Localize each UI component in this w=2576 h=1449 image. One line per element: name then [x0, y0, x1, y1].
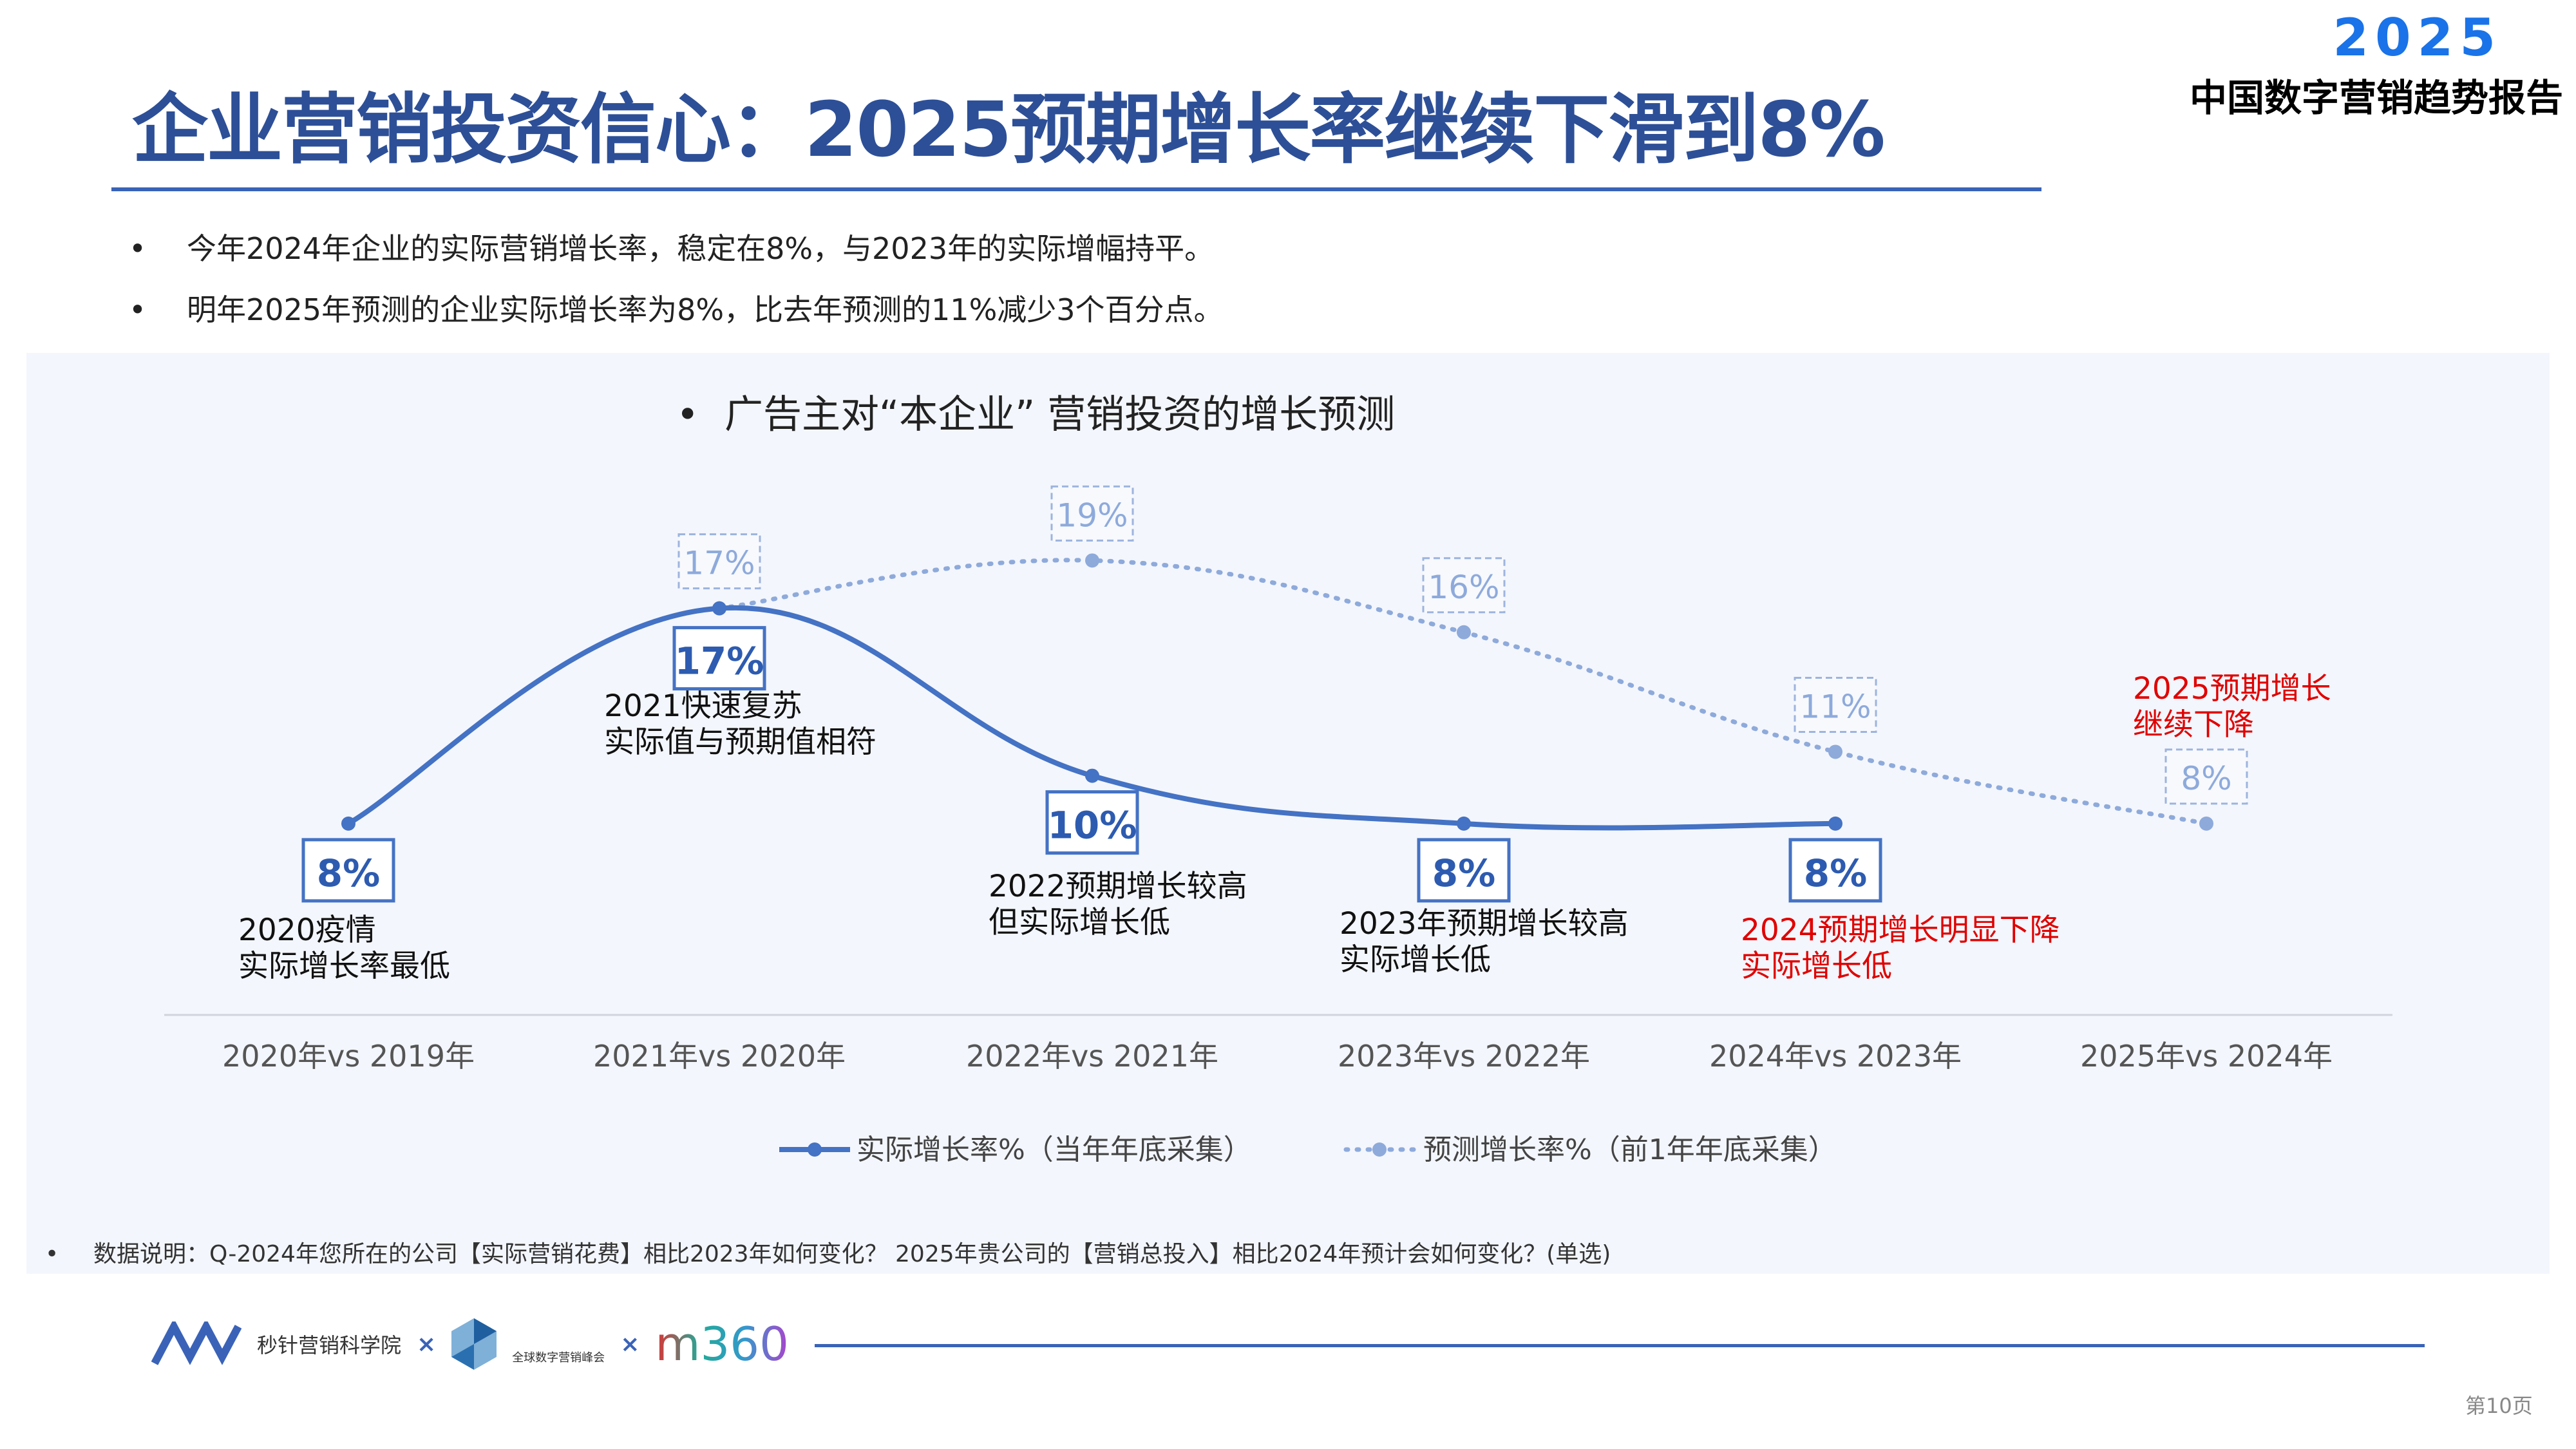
- actual-data-label: 17%: [675, 639, 764, 683]
- miaozhen-logo-icon: [151, 1321, 242, 1365]
- actual-label-box: [672, 626, 766, 691]
- logo-separator: ×: [417, 1331, 437, 1358]
- forecast-data-label: 8%: [2181, 760, 2231, 797]
- title-divider: [111, 187, 2041, 191]
- chart-subtitle: • 广告主对“本企业” 营销投资的增长预测: [676, 392, 1396, 437]
- legend-actual-marker: [808, 1142, 822, 1157]
- x-tick-label: 2021年vs 2020年: [593, 1039, 846, 1074]
- footer-divider: [815, 1344, 2425, 1347]
- x-tick-label: 2024年vs 2023年: [1709, 1039, 1962, 1074]
- forecast-label-box: [1050, 485, 1134, 542]
- chart-annotation: 实际增长低: [1340, 942, 1491, 978]
- actual-data-label: 10%: [1048, 804, 1137, 848]
- chart-annotation: 2020疫情: [238, 913, 376, 948]
- chart-annotation: 2025预期增长: [2133, 671, 2331, 706]
- x-tick-label: 2023年vs 2022年: [1338, 1039, 1590, 1074]
- chart-annotation: 实际值与预期值相符: [604, 724, 876, 760]
- forecast-point: [1457, 625, 1471, 639]
- actual-point: [1828, 816, 1842, 831]
- forecast-label-box: [2164, 748, 2248, 805]
- footnote: • 数据说明：Q-2024年您所在的公司【实际营销花费】相比2023年如何变化？ …: [45, 1241, 1611, 1267]
- footnote-text: 数据说明：Q-2024年您所在的公司【实际营销花费】相比2023年如何变化？ 2…: [93, 1241, 1611, 1267]
- logo-summit-text: 全球数字营销峰会: [512, 1351, 605, 1365]
- actual-label-box: [1788, 838, 1882, 903]
- forecast-label-box: [677, 533, 761, 590]
- logo-miaozhen-text: 秒针营销科学院: [257, 1333, 402, 1358]
- x-tick-label: 2025年vs 2024年: [2080, 1039, 2333, 1074]
- actual-point: [341, 816, 355, 831]
- x-tick-label: 2022年vs 2021年: [966, 1039, 1218, 1074]
- bullet-item: • 今年2024年企业的实际营销增长率，稳定在8%，与2023年的实际增幅持平。: [129, 231, 1215, 266]
- legend-forecast-label: 预测增长率%（前1年年底采集）: [1423, 1133, 1837, 1166]
- forecast-data-label: 16%: [1428, 569, 1499, 606]
- bullet-text: 明年2025年预测的企业实际增长率为8%，比去年预测的11%减少3个百分点。: [187, 292, 1224, 327]
- partner-logos: 秒针营销科学院 × 全球数字营销峰会 × m360: [151, 1317, 789, 1371]
- brand-name: 中国数字营销趋势报告: [2189, 76, 2563, 120]
- forecast-point: [1085, 553, 1099, 568]
- chart-annotation: 实际增长低: [1741, 949, 1892, 984]
- chart-annotation: 实际增长率最低: [238, 949, 450, 984]
- chart-annotation: 但实际增长低: [989, 905, 1170, 940]
- chart-subtitle-text: 广告主对“本企业” 营销投资的增长预测: [724, 392, 1396, 437]
- brand-year-logo: 2025: [2333, 8, 2502, 68]
- chart-annotation: 2022预期增长较高: [989, 869, 1247, 904]
- actual-data-label: 8%: [317, 851, 380, 895]
- actual-series-line: [346, 605, 1838, 831]
- actual-point: [712, 601, 726, 616]
- forecast-label-box: [1422, 557, 1506, 614]
- actual-label-box: [1045, 790, 1139, 855]
- forecast-data-label: 11%: [1799, 688, 1871, 725]
- chart-annotation: 2024预期增长明显下降: [1741, 913, 2060, 948]
- chart-annotation: 2023年预期增长较高: [1340, 906, 1629, 942]
- logo-separator: ×: [620, 1331, 640, 1358]
- m360-logo: m360: [655, 1317, 789, 1371]
- actual-data-label: 8%: [1432, 851, 1495, 895]
- page-title: 企业营销投资信心：2025预期增长率继续下滑到8%: [132, 85, 1886, 174]
- actual-point: [1085, 768, 1099, 783]
- forecast-data-label: 19%: [1056, 497, 1128, 534]
- x-tick-label: 2020年vs 2019年: [222, 1039, 475, 1074]
- forecast-data-label: 17%: [683, 545, 755, 582]
- summit-logo-icon: [451, 1318, 497, 1370]
- actual-data-label: 8%: [1804, 851, 1867, 895]
- forecast-point: [2199, 816, 2213, 831]
- chart-annotation: 2021快速复苏: [604, 688, 802, 724]
- legend-forecast-marker: [1372, 1142, 1387, 1157]
- page-number: 第10页: [2465, 1394, 2533, 1418]
- forecast-point: [1828, 744, 1842, 759]
- actual-label-box: [301, 838, 395, 903]
- forecast-label-box: [1794, 676, 1877, 733]
- actual-point: [1457, 816, 1471, 831]
- bullet-text: 今年2024年企业的实际营销增长率，稳定在8%，与2023年的实际增幅持平。: [187, 231, 1215, 266]
- legend-actual-label: 实际增长率%（当年年底采集）: [857, 1133, 1252, 1166]
- actual-label-box: [1417, 838, 1511, 903]
- bullet-item: • 明年2025年预测的企业实际增长率为8%，比去年预测的11%减少3个百分点。: [129, 292, 1224, 327]
- chart-annotation: 继续下降: [2133, 707, 2254, 743]
